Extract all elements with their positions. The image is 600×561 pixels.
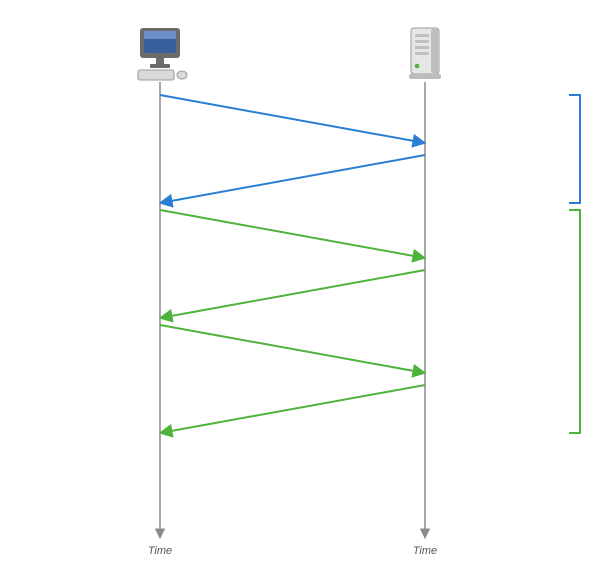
phase-bracket bbox=[570, 210, 580, 433]
phase-bracket bbox=[570, 95, 580, 203]
message-arrow bbox=[160, 95, 425, 143]
client-computer-icon bbox=[138, 28, 187, 80]
message-arrow bbox=[160, 210, 425, 258]
message-arrow bbox=[160, 325, 425, 373]
sequence-diagram: Time Time bbox=[0, 0, 600, 561]
time-label: Time bbox=[148, 545, 172, 557]
message-arrow bbox=[160, 385, 425, 433]
server-tower-icon bbox=[409, 28, 441, 79]
message-arrow bbox=[160, 270, 425, 318]
message-arrow bbox=[160, 155, 425, 203]
time-label: Time bbox=[413, 545, 437, 557]
